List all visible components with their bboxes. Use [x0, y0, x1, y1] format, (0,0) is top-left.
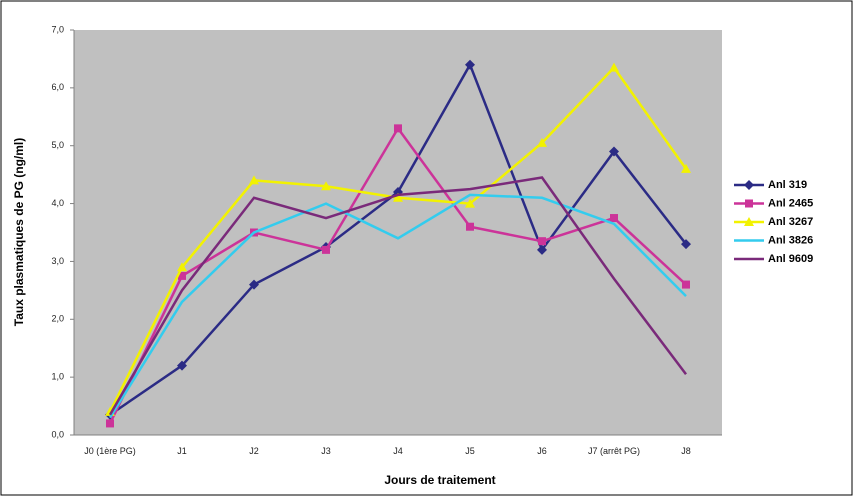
y-tick-label: 7,0: [51, 24, 64, 34]
marker: [682, 280, 690, 289]
legend-label: Anl 3826: [768, 234, 813, 246]
marker: [249, 175, 259, 185]
x-tick-label: J8: [681, 446, 691, 456]
legend-label: Anl 9609: [768, 253, 813, 265]
marker: [538, 237, 546, 246]
marker: [177, 360, 187, 371]
y-tick-label: 6,0: [51, 82, 64, 92]
marker: [745, 199, 753, 208]
x-tick-label: J0 (1ère PG): [84, 446, 136, 456]
marker: [610, 214, 618, 223]
marker: [609, 62, 619, 72]
y-tick-label: 4,0: [51, 198, 64, 208]
x-tick-label: J5: [465, 446, 475, 456]
marker: [321, 181, 331, 191]
series-line: [108, 176, 687, 416]
legend-label: Anl 3267: [768, 216, 813, 228]
x-tick-label: J2: [249, 446, 259, 456]
marker: [249, 279, 259, 290]
y-tick-label: 1,0: [51, 372, 64, 382]
marker: [609, 146, 619, 157]
marker: [322, 245, 330, 254]
x-tick-label: J6: [537, 446, 547, 456]
marker: [744, 217, 754, 226]
x-tick-label: J7 (arrêt PG): [587, 446, 640, 456]
legend-label: Anl 319: [768, 179, 807, 191]
marker: [681, 239, 691, 250]
y-axis-title: Taux plasmatiques de PG (ng/ml): [12, 138, 26, 326]
y-tick-label: 3,0: [51, 256, 64, 266]
y-tick-label: 2,0: [51, 314, 64, 324]
marker: [106, 419, 114, 428]
y-tick-label: 0,0: [51, 429, 64, 439]
marker: [537, 244, 547, 255]
marker: [537, 137, 547, 147]
x-tick-label: J4: [393, 446, 403, 456]
marker: [681, 163, 691, 173]
legend-label: Anl 2465: [768, 197, 813, 209]
y-tick-label: 5,0: [51, 140, 64, 150]
x-axis-title: Jours de traitement: [384, 473, 495, 487]
marker: [178, 271, 186, 280]
marker: [394, 124, 402, 133]
marker: [465, 198, 475, 208]
x-tick-label: J3: [321, 446, 331, 456]
marker: [744, 180, 754, 190]
marker: [466, 222, 474, 231]
marker: [465, 59, 475, 70]
series-line: [108, 193, 687, 419]
marker: [177, 262, 187, 272]
marker: [393, 192, 403, 202]
x-tick-label: J1: [177, 446, 187, 456]
